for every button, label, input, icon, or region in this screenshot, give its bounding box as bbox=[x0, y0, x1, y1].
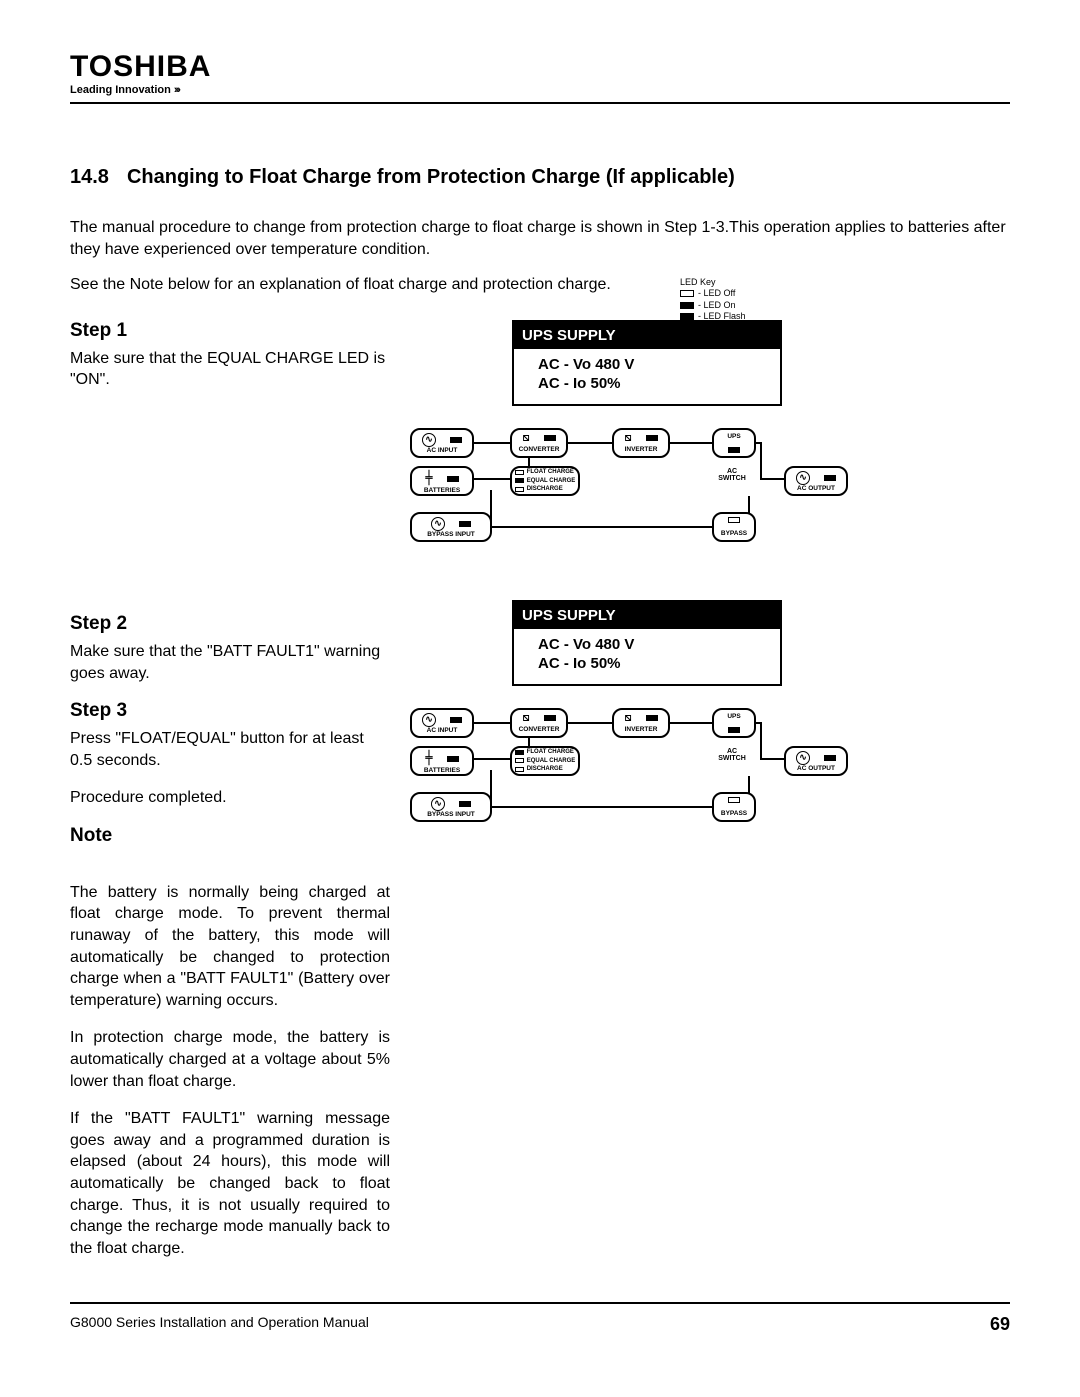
brand-name: TOSHIBA bbox=[70, 50, 1010, 84]
note-paragraph-2: In protection charge mode, the battery i… bbox=[70, 1027, 390, 1092]
display-line-2: AC - Io 50% bbox=[538, 654, 768, 674]
section-heading: Changing to Float Charge from Protection… bbox=[127, 166, 735, 188]
led-icon bbox=[728, 517, 740, 523]
bypass-block: BYPASS bbox=[712, 512, 756, 542]
sine-icon: ∿ bbox=[422, 713, 436, 727]
bypass-block: BYPASS bbox=[712, 792, 756, 822]
led-key-legend: LED Key - LED Off - LED On - LED Flash bbox=[680, 277, 746, 322]
inverter-block: ⧅INVERTER bbox=[612, 708, 670, 738]
step-3-text-2: Procedure completed. bbox=[70, 787, 390, 809]
step-1-text: Make sure that the EQUAL CHARGE LED is "… bbox=[70, 348, 390, 391]
converter-icon: ⧅ bbox=[523, 433, 530, 444]
inverter-block: ⧅INVERTER bbox=[612, 428, 670, 458]
charge-status-block: FLOAT CHARGE EQUAL CHARGE DISCHARGE bbox=[510, 746, 580, 776]
led-icon bbox=[447, 756, 459, 762]
page-footer: G8000 Series Installation and Operation … bbox=[70, 1302, 1010, 1335]
ac-switch-label: AC SWITCH bbox=[710, 468, 754, 482]
led-on-icon bbox=[680, 302, 694, 309]
charge-status-block: FLOAT CHARGE EQUAL CHARGE DISCHARGE bbox=[510, 466, 580, 496]
led-icon bbox=[728, 727, 740, 733]
led-icon bbox=[544, 715, 556, 721]
bypass-input-block: ∿BYPASS INPUT bbox=[410, 512, 492, 542]
led-icon bbox=[447, 476, 459, 482]
display-line-2: AC - Io 50% bbox=[538, 374, 768, 394]
led-icon bbox=[459, 801, 471, 807]
ups-block: UPS bbox=[712, 428, 756, 458]
led-icon bbox=[515, 758, 524, 763]
ac-input-block: ∿AC INPUT bbox=[410, 708, 474, 738]
step-1-heading: Step 1 bbox=[70, 320, 390, 342]
note-column: The battery is normally being charged at… bbox=[70, 882, 390, 1260]
display-line-1: AC - Vo 480 V bbox=[538, 635, 768, 655]
led-off-icon bbox=[680, 290, 694, 297]
sine-icon: ∿ bbox=[431, 797, 445, 811]
ups-block: UPS bbox=[712, 708, 756, 738]
footer-manual-title: G8000 Series Installation and Operation … bbox=[70, 1314, 369, 1335]
ups-display: UPS SUPPLY AC - Vo 480 V AC - Io 50% bbox=[512, 320, 782, 406]
converter-block: ⧅CONVERTER bbox=[510, 708, 568, 738]
ac-input-block: ∿AC INPUT bbox=[410, 428, 474, 458]
note-heading: Note bbox=[70, 825, 390, 847]
sine-icon: ∿ bbox=[796, 751, 810, 765]
ac-output-block: ∿AC OUTPUT bbox=[784, 746, 848, 776]
step-2-text: Make sure that the "BATT FAULT1" warning… bbox=[70, 641, 390, 684]
section-number: 14.8 bbox=[70, 166, 109, 189]
steps-column: Step 1 Make sure that the EQUAL CHARGE L… bbox=[70, 320, 390, 882]
converter-block: ⧅CONVERTER bbox=[510, 428, 568, 458]
ac-switch-label: AC SWITCH bbox=[710, 748, 754, 762]
ups-diagram-2: UPS SUPPLY AC - Vo 480 V AC - Io 50% bbox=[410, 600, 850, 852]
section-title: 14.8 Changing to Float Charge from Protec… bbox=[70, 166, 1010, 189]
ups-diagram-1: UPS SUPPLY AC - Vo 480 V AC - Io 50% bbox=[410, 320, 850, 570]
footer-page-number: 69 bbox=[990, 1314, 1010, 1335]
batteries-block: ⊥⊤BATTERIES bbox=[410, 466, 474, 496]
brand-tagline: Leading Innovation ››› bbox=[70, 84, 1010, 96]
batteries-block: ⊥⊤BATTERIES bbox=[410, 746, 474, 776]
inverter-icon: ⧅ bbox=[625, 433, 632, 444]
ac-output-block: ∿AC OUTPUT bbox=[784, 466, 848, 496]
led-icon bbox=[728, 797, 740, 803]
led-icon bbox=[544, 435, 556, 441]
ups-display-header: UPS SUPPLY bbox=[514, 322, 780, 349]
led-icon bbox=[824, 755, 836, 761]
led-icon bbox=[515, 767, 524, 772]
sine-icon: ∿ bbox=[431, 517, 445, 531]
note-paragraph-3: If the "BATT FAULT1" warning message goe… bbox=[70, 1108, 390, 1259]
led-icon bbox=[515, 478, 524, 483]
logo-area: TOSHIBA Leading Innovation ››› bbox=[70, 50, 1010, 96]
diagrams-column: UPS SUPPLY AC - Vo 480 V AC - Io 50% bbox=[410, 320, 1010, 882]
sine-icon: ∿ bbox=[796, 471, 810, 485]
led-icon bbox=[646, 715, 658, 721]
led-icon bbox=[728, 447, 740, 453]
ups-display-header: UPS SUPPLY bbox=[514, 602, 780, 629]
led-icon bbox=[515, 750, 524, 755]
step-2-heading: Step 2 bbox=[70, 613, 390, 635]
intro-paragraph-1: The manual procedure to change from prot… bbox=[70, 217, 1010, 260]
led-icon bbox=[515, 470, 524, 475]
display-line-1: AC - Vo 480 V bbox=[538, 355, 768, 375]
led-icon bbox=[450, 717, 462, 723]
step-3-text-1: Press "FLOAT/EQUAL" button for at least … bbox=[70, 728, 390, 771]
inverter-icon: ⧅ bbox=[625, 713, 632, 724]
converter-icon: ⧅ bbox=[523, 713, 530, 724]
led-icon bbox=[824, 475, 836, 481]
led-icon bbox=[515, 487, 524, 492]
bypass-input-block: ∿BYPASS INPUT bbox=[410, 792, 492, 822]
led-icon bbox=[459, 521, 471, 527]
battery-icon: ⊥⊤ bbox=[425, 471, 434, 487]
led-icon bbox=[450, 437, 462, 443]
ups-display: UPS SUPPLY AC - Vo 480 V AC - Io 50% bbox=[512, 600, 782, 686]
sine-icon: ∿ bbox=[422, 433, 436, 447]
led-icon bbox=[646, 435, 658, 441]
intro-paragraph-2: See the Note below for an explanation of… bbox=[70, 274, 1010, 296]
top-rule bbox=[70, 102, 1010, 104]
battery-icon: ⊥⊤ bbox=[425, 751, 434, 767]
note-paragraph-1: The battery is normally being charged at… bbox=[70, 882, 390, 1012]
step-3-heading: Step 3 bbox=[70, 700, 390, 722]
